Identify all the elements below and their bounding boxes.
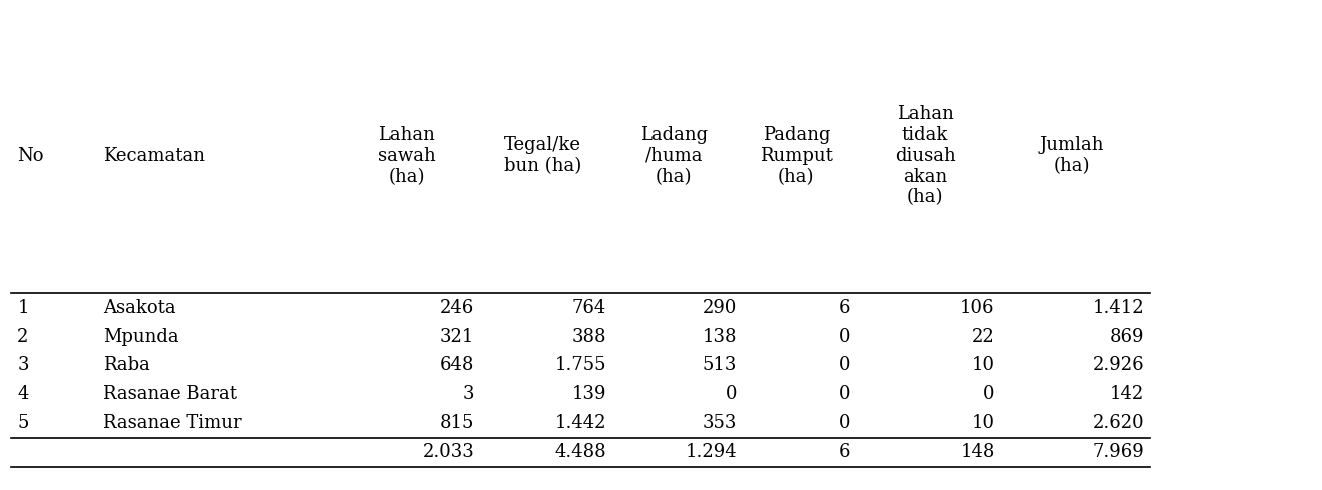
Text: 4.488: 4.488 xyxy=(554,443,605,461)
Text: 106: 106 xyxy=(960,298,994,317)
Text: 3: 3 xyxy=(17,356,29,374)
Text: 2.033: 2.033 xyxy=(423,443,475,461)
Text: 2: 2 xyxy=(17,327,29,345)
Text: 148: 148 xyxy=(960,443,994,461)
Text: 0: 0 xyxy=(838,414,850,432)
Text: 4: 4 xyxy=(17,385,29,403)
Text: Rasanae Barat: Rasanae Barat xyxy=(103,385,237,403)
Text: Lahan
tidak
diusah
akan
(ha): Lahan tidak diusah akan (ha) xyxy=(895,105,956,206)
Text: 6: 6 xyxy=(838,298,850,317)
Text: 1.442: 1.442 xyxy=(554,414,605,432)
Text: 353: 353 xyxy=(703,414,738,432)
Text: 10: 10 xyxy=(972,356,994,374)
Text: 764: 764 xyxy=(571,298,605,317)
Text: 321: 321 xyxy=(440,327,475,345)
Text: 139: 139 xyxy=(571,385,605,403)
Text: 10: 10 xyxy=(972,414,994,432)
Text: 246: 246 xyxy=(440,298,475,317)
Text: 7.969: 7.969 xyxy=(1093,443,1145,461)
Text: Ladang
/huma
(ha): Ladang /huma (ha) xyxy=(640,126,709,186)
Text: 142: 142 xyxy=(1110,385,1145,403)
Text: 0: 0 xyxy=(726,385,738,403)
Text: Raba: Raba xyxy=(103,356,149,374)
Text: 2.926: 2.926 xyxy=(1093,356,1145,374)
Text: 138: 138 xyxy=(703,327,738,345)
Text: 1.294: 1.294 xyxy=(686,443,738,461)
Text: No: No xyxy=(17,147,44,165)
Text: 0: 0 xyxy=(838,385,850,403)
Text: 869: 869 xyxy=(1110,327,1145,345)
Text: 0: 0 xyxy=(838,327,850,345)
Text: 2.620: 2.620 xyxy=(1093,414,1145,432)
Text: Lahan
sawah
(ha): Lahan sawah (ha) xyxy=(378,126,436,186)
Text: 290: 290 xyxy=(703,298,738,317)
Text: 6: 6 xyxy=(838,443,850,461)
Text: Mpunda: Mpunda xyxy=(103,327,178,345)
Text: 388: 388 xyxy=(571,327,605,345)
Text: 815: 815 xyxy=(440,414,475,432)
Text: 5: 5 xyxy=(17,414,29,432)
Text: 648: 648 xyxy=(440,356,475,374)
Text: Tegal/ke
bun (ha): Tegal/ke bun (ha) xyxy=(504,137,582,175)
Text: 0: 0 xyxy=(984,385,994,403)
Text: Rasanae Timur: Rasanae Timur xyxy=(103,414,242,432)
Text: Jumlah
(ha): Jumlah (ha) xyxy=(1040,137,1104,175)
Text: 22: 22 xyxy=(972,327,994,345)
Text: 1.755: 1.755 xyxy=(554,356,605,374)
Text: 1.412: 1.412 xyxy=(1093,298,1145,317)
Text: 513: 513 xyxy=(703,356,738,374)
Text: 3: 3 xyxy=(463,385,475,403)
Text: Asakota: Asakota xyxy=(103,298,176,317)
Text: 1: 1 xyxy=(17,298,29,317)
Text: 0: 0 xyxy=(838,356,850,374)
Text: Kecamatan: Kecamatan xyxy=(103,147,205,165)
Text: Padang
Rumput
(ha): Padang Rumput (ha) xyxy=(760,126,833,186)
